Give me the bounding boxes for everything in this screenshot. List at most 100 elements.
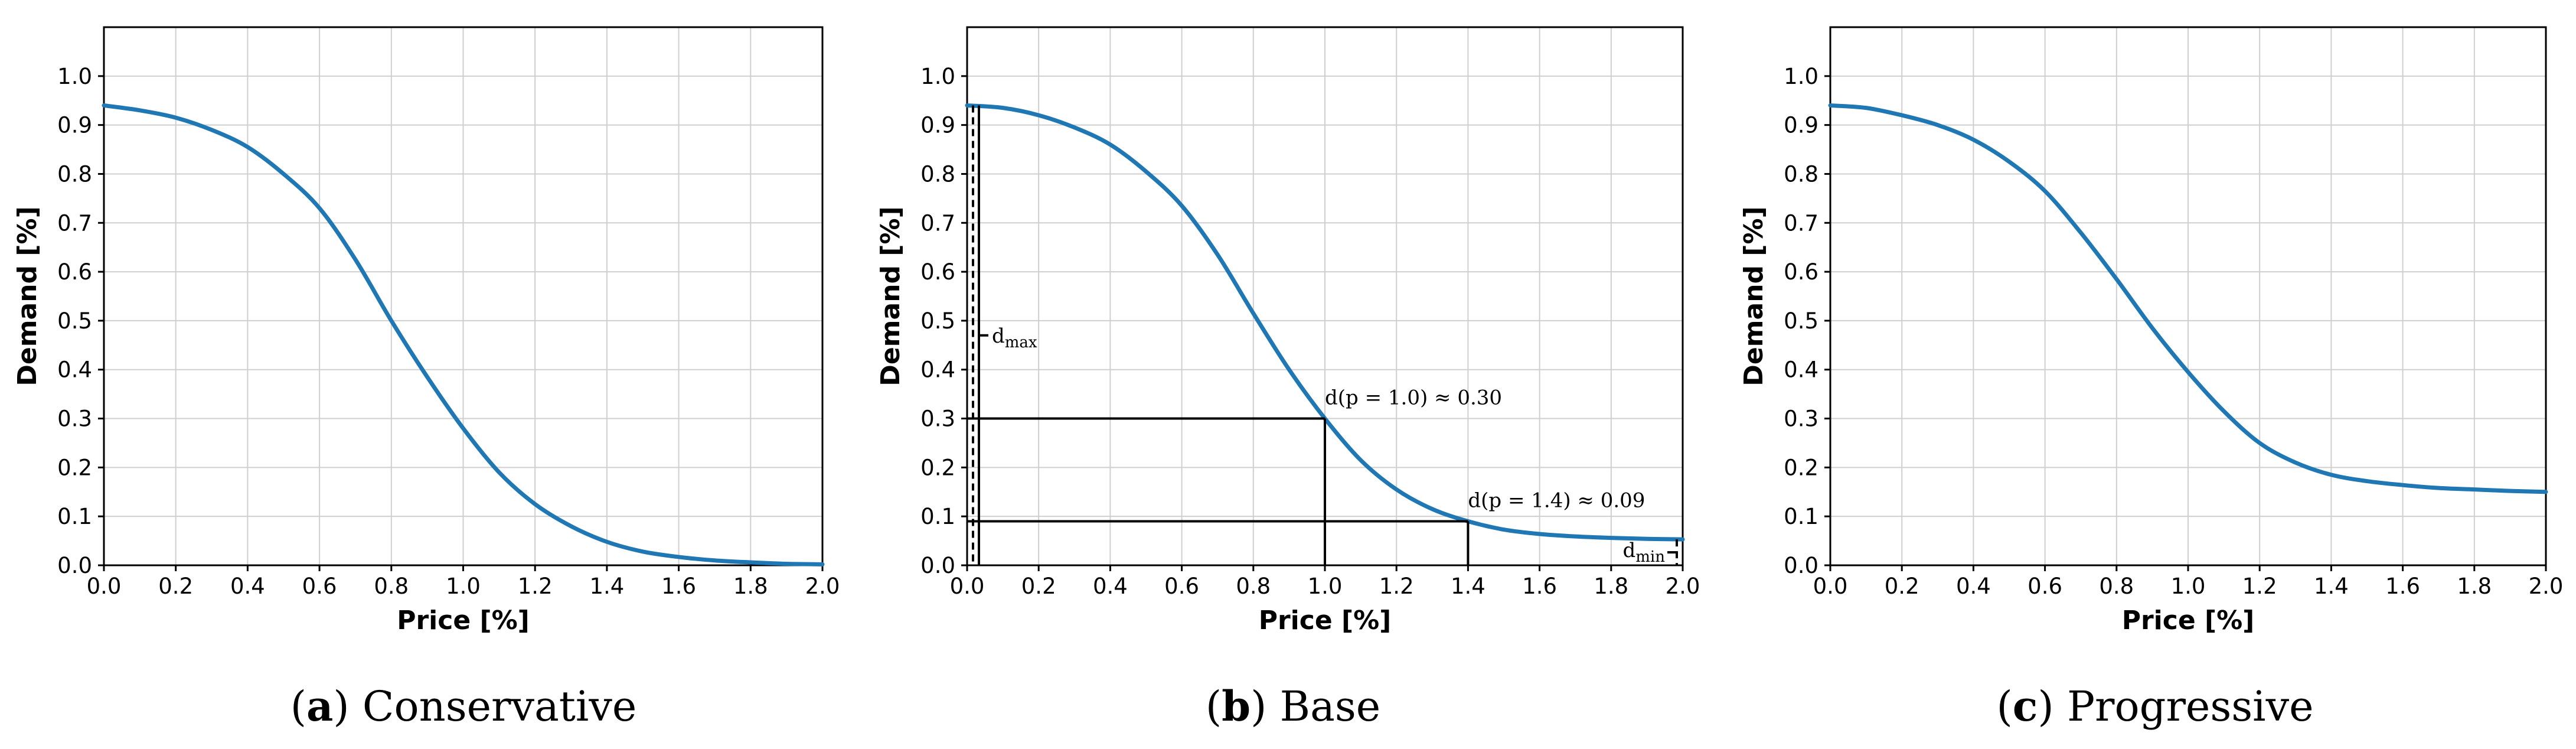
x-tick-label: 0.6 [302,574,337,599]
y-tick-label: 0.5 [1784,308,1818,334]
y-tick-label: 0.4 [1784,357,1818,383]
y-tick-label: 0.2 [57,455,92,480]
annotation-label: d(p = 1.0) ≈ 0.30 [1325,386,1502,410]
y-tick-label: 0.0 [920,553,955,578]
y-tick-label: 0.8 [1784,161,1818,187]
chart-panel-a: 0.0 0.2 0.4 0.6 0.8 1.0 1.2 1.4 1.6 1.8 2.0 0.0 0.1 0… [12,26,840,731]
x-tick-label: 0.4 [230,574,265,599]
y-tick-label: 0.9 [1784,113,1818,138]
y-tick-label: 0.7 [1784,210,1818,236]
x-tick-label: 1.0 [1308,574,1343,599]
caption-text: Base [1280,682,1381,731]
dmax-label-main: d [992,324,1005,348]
y-tick-label: 0.4 [920,357,955,383]
x-tick-label: 0.0 [1813,574,1848,599]
caption-letter: a [306,682,333,731]
x-tick-label: 1.4 [589,574,624,599]
y-tick-label: 0.0 [1784,553,1818,578]
chart-panel-b: 0.0 0.2 0.4 0.6 0.8 1.0 1.2 1.4 1.6 1.8 2.0 0.0 0.1 0… [876,26,1700,731]
x-tick-label: 1.6 [2385,574,2420,599]
x-tick-label: 1.6 [1522,574,1557,599]
chart-panel-c: 0.0 0.2 0.4 0.6 0.8 1.0 1.2 1.4 1.6 1.8 2.0 0.0 0.1 0… [1739,26,2564,731]
caption-text: Conservative [363,682,636,731]
panel-caption: (c) Progressive [1996,682,2313,731]
y-tick-label: 0.0 [57,553,92,578]
x-tick-label: 1.6 [661,574,696,599]
dmax-label: dmax [992,324,1037,351]
caption-paren-close: ) [2038,682,2067,731]
annotation-label: d(p = 1.4) ≈ 0.09 [1468,489,1645,512]
y-axis-label: Demand [%] [12,206,43,386]
x-tick-label: 1.4 [1451,574,1485,599]
panel-caption: (b) Base [1206,682,1380,731]
x-tick-label: 0.0 [87,574,122,599]
y-tick-label: 0.6 [920,259,955,285]
x-tick-label: 0.6 [2028,574,2062,599]
y-tick-label: 0.1 [1784,504,1818,529]
y-tick-label: 0.1 [920,504,955,529]
y-tick-label: 0.6 [57,259,92,285]
x-tick-label: 1.2 [1379,574,1414,599]
panel-caption: (a) Conservative [290,682,637,731]
y-tick-label: 0.8 [920,161,955,187]
caption-letter: c [2013,682,2038,731]
caption-text: Progressive [2067,682,2314,731]
x-axis-label: Price [%] [397,605,530,636]
x-tick-label: 1.8 [733,574,768,599]
demand-curve [965,103,1685,542]
y-tick-label: 0.2 [1784,455,1818,480]
y-tick-label: 1.0 [57,64,92,89]
y-tick-label: 0.4 [57,357,92,383]
x-tick-label: 0.0 [950,574,985,599]
x-tick-label: 0.2 [158,574,193,599]
x-tick-label: 1.0 [446,574,481,599]
dmin-label-sub: min [1635,548,1665,566]
x-tick-label: 1.8 [1594,574,1628,599]
x-tick-label: 0.2 [1021,574,1056,599]
x-tick-label: 0.6 [1164,574,1199,599]
demand-curve [102,103,825,566]
x-tick-label: 0.8 [2099,574,2134,599]
y-tick-label: 0.9 [57,113,92,138]
dmin-label: dmin [1623,539,1666,566]
caption-letter: b [1222,682,1251,731]
x-tick-label: 1.0 [2171,574,2206,599]
x-tick-label: 1.4 [2314,574,2349,599]
x-axis-label: Price [%] [1259,605,1392,636]
caption-paren-open: ( [1206,682,1222,731]
y-tick-label: 1.0 [1784,64,1818,89]
y-tick-label: 0.3 [57,406,92,432]
x-tick-label: 0.4 [1093,574,1128,599]
y-tick-label: 0.9 [920,113,955,138]
y-tick-label: 0.6 [1784,259,1818,285]
x-axis-label: Price [%] [2122,605,2255,636]
x-tick-label: 0.2 [1885,574,1919,599]
x-tick-label: 1.2 [2242,574,2277,599]
dmin-label-main: d [1623,539,1636,562]
x-tick-label: 0.4 [1956,574,1991,599]
x-tick-label: 1.8 [2457,574,2492,599]
dmax-label-sub: max [1005,334,1037,351]
x-tick-label: 2.0 [2529,574,2564,599]
y-tick-label: 1.0 [920,64,955,89]
y-tick-label: 0.3 [920,406,955,432]
y-tick-label: 0.1 [57,504,92,529]
y-tick-label: 0.7 [920,210,955,236]
caption-paren-open: ( [290,682,306,731]
y-tick-label: 0.3 [1784,406,1818,432]
y-axis-label: Demand [%] [876,206,906,386]
x-tick-label: 2.0 [805,574,840,599]
y-tick-label: 0.5 [920,308,955,334]
y-tick-label: 0.7 [57,210,92,236]
caption-paren-open: ( [1996,682,2012,731]
caption-paren-close: ) [1251,682,1280,731]
caption-paren-close: ) [333,682,363,731]
y-tick-label: 0.5 [57,308,92,334]
x-tick-label: 1.2 [518,574,553,599]
x-tick-label: 2.0 [1666,574,1700,599]
y-tick-label: 0.8 [57,161,92,187]
demand-curve [1828,103,2548,494]
y-axis-label: Demand [%] [1739,206,1769,386]
y-tick-label: 0.2 [920,455,955,480]
